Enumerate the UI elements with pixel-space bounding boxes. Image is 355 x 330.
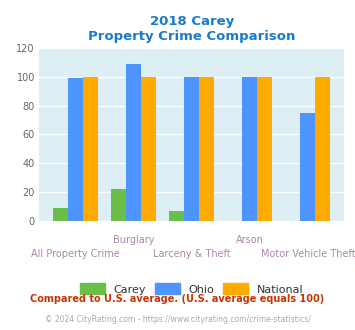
Bar <box>169 211 184 221</box>
Text: Larceny & Theft: Larceny & Theft <box>153 249 231 259</box>
Bar <box>257 77 272 221</box>
Bar <box>126 64 141 221</box>
Text: © 2024 CityRating.com - https://www.cityrating.com/crime-statistics/: © 2024 CityRating.com - https://www.city… <box>45 315 310 324</box>
Bar <box>68 78 83 221</box>
Bar <box>315 77 331 221</box>
Text: Motor Vehicle Theft: Motor Vehicle Theft <box>261 249 355 259</box>
Text: Burglary: Burglary <box>113 235 154 245</box>
Bar <box>300 113 315 221</box>
Title: 2018 Carey
Property Crime Comparison: 2018 Carey Property Crime Comparison <box>88 15 295 43</box>
Legend: Carey, Ohio, National: Carey, Ohio, National <box>76 279 307 299</box>
Bar <box>141 77 156 221</box>
Bar <box>111 189 126 221</box>
Bar <box>242 77 257 221</box>
Bar <box>83 77 98 221</box>
Text: Arson: Arson <box>236 235 264 245</box>
Bar <box>53 208 68 221</box>
Text: Compared to U.S. average. (U.S. average equals 100): Compared to U.S. average. (U.S. average … <box>31 294 324 304</box>
Bar <box>184 77 199 221</box>
Bar <box>199 77 214 221</box>
Text: All Property Crime: All Property Crime <box>31 249 120 259</box>
